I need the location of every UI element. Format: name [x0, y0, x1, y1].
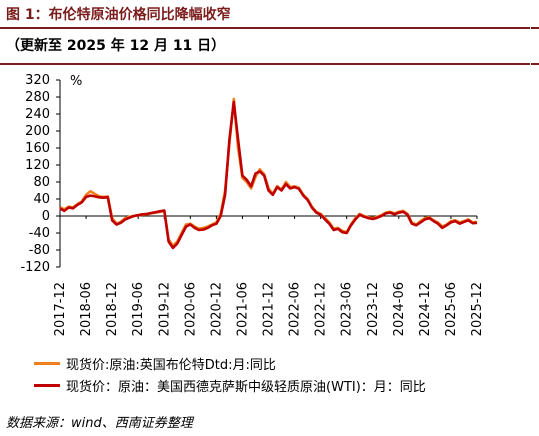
- figure-subtitle: （更新至 2025 年 12 月 11 日）: [6, 38, 226, 54]
- y-tick-label: 120: [25, 158, 50, 173]
- legend-swatch-wti: [34, 383, 60, 387]
- x-tick-label: 2018-12: [105, 282, 120, 336]
- x-tick-label: 2018-06: [79, 282, 94, 336]
- y-tick-label: 0: [42, 209, 50, 224]
- y-tick-label: -80: [29, 243, 50, 258]
- legend-item-brent: 现货价:原油:英国布伦特Dtd:月:同比: [34, 352, 426, 374]
- series-line-wti: [59, 100, 478, 250]
- legend-swatch-brent: [34, 361, 60, 365]
- x-tick-label: 2024-06: [392, 282, 407, 336]
- y-tick-label: -120: [20, 260, 50, 275]
- x-tick-label: 2021-06: [235, 282, 250, 336]
- y-tick-label: 40: [33, 192, 50, 207]
- x-tick-label: 2020-12: [209, 282, 224, 336]
- subtitle-rule-edge: [531, 63, 539, 65]
- y-tick-label: 160: [25, 141, 50, 156]
- x-tick-label: 2022-12: [314, 282, 329, 336]
- y-tick-label: 80: [33, 175, 50, 190]
- data-source: 数据来源：wind、西南证券整理: [6, 416, 193, 431]
- y-tick-label: 320: [25, 73, 50, 88]
- legend-label-brent: 现货价:原油:英国布伦特Dtd:月:同比: [66, 357, 276, 373]
- chart-legend: 现货价:原油:英国布伦特Dtd:月:同比 现货价：原油：美国西德克萨斯中级轻质原…: [34, 352, 426, 396]
- y-tick-label: 280: [25, 90, 50, 105]
- x-tick-label: 2017-12: [53, 282, 68, 336]
- x-tick-label: 2024-12: [418, 282, 433, 336]
- legend-item-wti: 现货价：原油：美国西德克萨斯中级轻质原油(WTI)：月：同比: [34, 374, 426, 396]
- x-tick-label: 2023-06: [340, 282, 355, 336]
- title-rule: [0, 27, 530, 29]
- x-tick-label: 2025-06: [444, 282, 459, 336]
- x-tick-label: 2022-06: [288, 282, 303, 336]
- legend-label-wti: 现货价：原油：美国西德克萨斯中级轻质原油(WTI)：月：同比: [66, 379, 426, 395]
- x-tick-label: 2020-06: [183, 282, 198, 336]
- y-tick-label: 200: [25, 124, 50, 139]
- x-tick-label: 2019-12: [157, 282, 172, 336]
- y-tick-label: -40: [29, 226, 50, 241]
- title-rule-edge: [531, 27, 539, 29]
- y-axis-unit: %: [70, 74, 82, 89]
- figure-title: 图 1：布伦特原油价格同比降幅收窄: [6, 7, 231, 23]
- x-tick-label: 2019-06: [131, 282, 146, 336]
- x-tick-label: 2025-12: [470, 282, 485, 336]
- x-tick-label: 2023-12: [366, 282, 381, 336]
- subtitle-rule: [0, 63, 530, 65]
- y-tick-label: 240: [25, 107, 50, 122]
- x-tick-label: 2021-12: [262, 282, 277, 336]
